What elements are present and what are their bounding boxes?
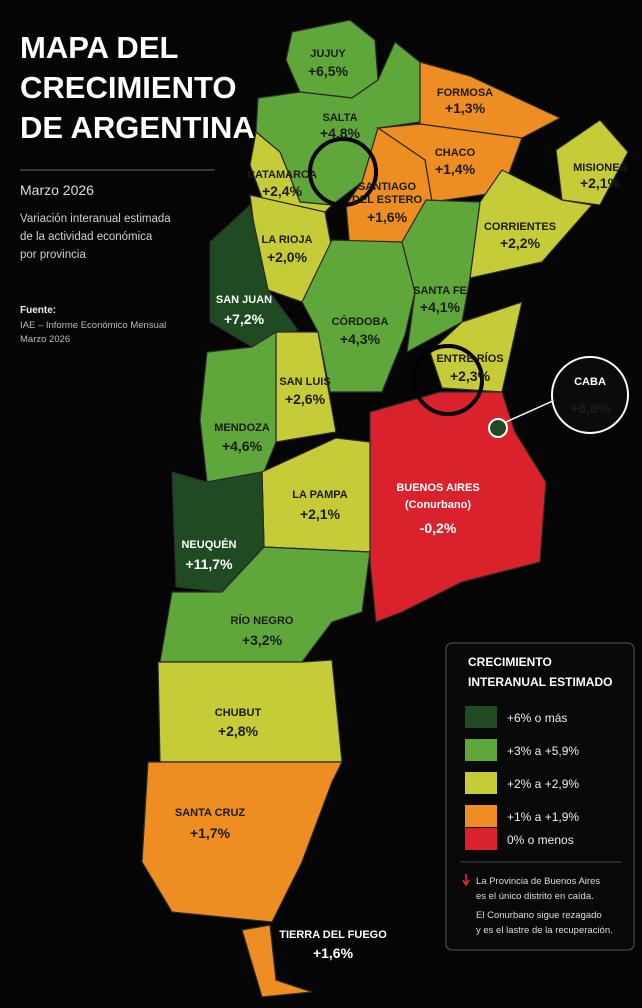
province-labels: JUJUY +6,5% SALTA +4,8% FORMOSA +1,3% CH…	[175, 48, 627, 961]
province-name: CHUBUT	[215, 707, 262, 719]
province-name: MISIONES	[573, 162, 627, 174]
province-value: +6,8%	[570, 400, 611, 416]
province-name: SANTIAGO	[358, 181, 417, 193]
province-name: SANTA CRUZ	[175, 807, 246, 819]
province-value: +4,8%	[320, 125, 361, 141]
province-value: +6,5%	[308, 63, 349, 79]
legend-title: CRECIMIENTO	[468, 655, 552, 669]
province-name: CHACO	[435, 147, 476, 159]
header: MAPA DEL CRECIMIENTO DE ARGENTINA	[20, 30, 255, 145]
legend-swatch	[465, 805, 497, 827]
province-name: SANTA FE	[413, 285, 467, 297]
province-name: SAN JUAN	[216, 294, 272, 306]
province-name: MENDOZA	[214, 422, 270, 434]
province-value: +4,3%	[340, 331, 381, 347]
province-value: +2,1%	[300, 506, 341, 522]
province-mendoza	[199, 330, 277, 483]
province-chubut	[157, 659, 343, 763]
legend-swatch	[465, 828, 497, 850]
description: Variación interanual estimada de la acti…	[20, 213, 171, 261]
province-value: +7,2%	[224, 311, 265, 327]
legend-note: y es el lastre de la recuperación.	[476, 925, 613, 936]
province-value: +1,6%	[367, 209, 408, 225]
province-name: DEL ESTERO	[352, 194, 423, 206]
down-arrow	[462, 874, 470, 887]
legend: CRECIMIENTO INTERANUAL ESTIMADO +6% o má…	[445, 642, 635, 951]
province-name: CABA	[574, 376, 606, 388]
province-value: +4,6%	[222, 438, 263, 454]
legend-swatch	[465, 739, 497, 761]
legend-label: +1% a +1,9%	[507, 810, 579, 824]
province-value: +3,2%	[242, 632, 283, 648]
province-value: +2,8%	[218, 723, 259, 739]
province-value: +2,2%	[500, 235, 541, 251]
annotation-circle	[308, 137, 378, 207]
callout-line	[505, 399, 556, 423]
province-value: +11,7%	[185, 556, 233, 572]
caba-callout	[551, 356, 629, 434]
province-note: (Conurbano)	[405, 499, 471, 511]
province-caba	[488, 418, 508, 438]
province-name: SALTA	[322, 112, 357, 124]
province-value: +2,1%	[580, 175, 621, 191]
province-name: NEUQUÉN	[181, 538, 236, 551]
province-name: FORMOSA	[437, 87, 493, 99]
province-value: +1,7%	[190, 825, 231, 841]
title-line: DE ARGENTINA	[20, 110, 255, 145]
province-name: LA RIOJA	[262, 234, 313, 246]
province-value: +1,6%	[313, 945, 354, 961]
legend-label: +2% a +2,9%	[507, 777, 579, 791]
description-line: de la actividad económica	[20, 231, 153, 243]
date: Marzo 2026	[20, 182, 94, 198]
provinces	[141, 19, 629, 998]
province-name: LA PAMPA	[292, 489, 347, 501]
description-line: por provincia	[20, 249, 86, 261]
title-line: MAPA DEL	[20, 30, 178, 65]
legend-swatch	[465, 772, 497, 794]
annotation-circle	[412, 344, 484, 416]
province-name: ENTRE RÍOS	[436, 352, 503, 365]
province-value: +2,6%	[285, 391, 326, 407]
province-value: +2,3%	[450, 368, 491, 384]
legend-swatch	[465, 706, 497, 728]
province-name: TIERRA DEL FUEGO	[279, 929, 387, 941]
legend-box	[445, 642, 635, 951]
province-value: +2,0%	[267, 249, 308, 265]
province-catamarca	[249, 130, 334, 213]
province-name: BUENOS AIRES	[396, 482, 479, 494]
province-santa-cruz	[141, 761, 343, 923]
province-san-juan	[209, 203, 299, 348]
legend-label: +6% o más	[507, 711, 567, 725]
province-value: +1,4%	[435, 161, 476, 177]
province-name: CATAMARCA	[247, 169, 317, 181]
legend-note: La Provincia de Buenos Aires	[476, 876, 600, 887]
description-line: Variación interanual estimada	[20, 213, 171, 225]
province-value: +4,1%	[420, 299, 461, 315]
legend-label: +3% a +5,9%	[507, 744, 579, 758]
province-misiones	[555, 119, 629, 206]
province-tierra-del-fuego	[241, 924, 313, 998]
legend-note: es el único distrito en caída.	[476, 891, 594, 902]
province-santa-fe	[401, 199, 481, 354]
province-value: -0,2%	[420, 520, 457, 536]
legend-note: El Conurbano sigue rezagado	[476, 910, 602, 921]
province-name: CORRIENTES	[484, 221, 556, 233]
legend-label: 0% o menos	[507, 833, 574, 847]
province-formosa	[419, 61, 562, 139]
province-name: JUJUY	[310, 48, 346, 60]
province-name: RÍO NEGRO	[231, 614, 294, 627]
province-value: +1,3%	[445, 100, 486, 116]
source: Marzo 2026	[20, 334, 70, 345]
source: IAE – Informe Económico Mensual	[20, 320, 166, 331]
source-label: Fuente:	[20, 305, 56, 316]
title-line: CRECIMIENTO	[20, 70, 236, 105]
province-value: +2,4%	[262, 183, 303, 199]
province-name: CÓRDOBA	[332, 315, 389, 328]
legend-title: INTERANUAL ESTIMADO	[468, 675, 612, 689]
province-name: SAN LUIS	[279, 376, 330, 388]
